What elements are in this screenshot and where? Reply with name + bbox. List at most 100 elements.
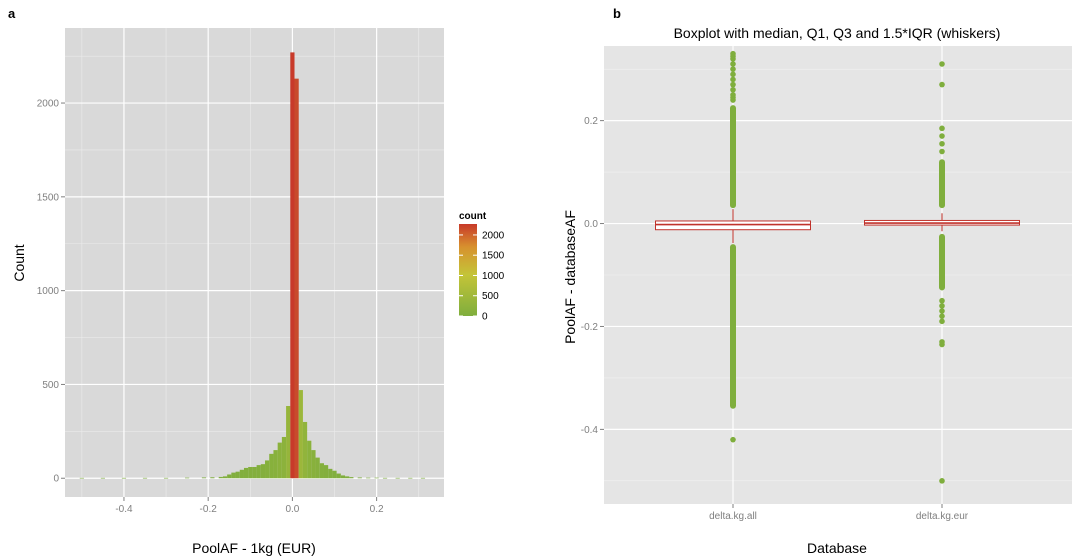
outlier-point	[730, 97, 736, 103]
histogram-bar	[315, 457, 320, 479]
outlier-point	[730, 86, 736, 93]
histogram-x-axis-title: PoolAF - 1kg (EUR)	[192, 540, 316, 556]
legend-tick-label: 2000	[482, 230, 505, 241]
legend-tick-label: 0	[482, 312, 488, 323]
outlier-point	[939, 308, 945, 314]
legend-tick-label: 500	[482, 291, 499, 302]
outlier-point	[939, 140, 945, 147]
x-tick-label: 0.0	[285, 504, 299, 515]
x-tick-label: 0.2	[370, 504, 384, 515]
boxplot-x-axis-title: Database	[807, 540, 867, 556]
histogram-bar	[265, 460, 270, 479]
histogram-bar	[243, 467, 249, 479]
boxplot-y-axis-title: PoolAF - databaseAF	[562, 210, 578, 344]
histogram-bar	[273, 450, 278, 479]
histogram-y-axis-title: Count	[11, 244, 27, 281]
y-tick-label: -0.4	[581, 425, 599, 436]
histogram-bar	[395, 477, 400, 479]
histogram-bar	[420, 477, 426, 479]
histogram-bar	[210, 477, 215, 479]
histogram-bar	[218, 476, 223, 479]
boxplot-boxes	[655, 50, 1020, 484]
outlier-point	[939, 318, 945, 325]
outlier-point	[730, 76, 736, 83]
legend-title: count	[459, 211, 487, 222]
outlier-point	[939, 303, 945, 309]
histogram-bars	[79, 52, 426, 479]
histogram-bar	[298, 390, 303, 479]
histogram-bar	[100, 477, 106, 479]
outlier-point	[939, 478, 945, 484]
histogram-bar	[319, 463, 324, 479]
outlier-cluster	[939, 233, 945, 291]
histogram-bar	[163, 477, 169, 479]
histogram-bar	[311, 450, 316, 479]
histogram-bar	[345, 476, 350, 479]
histogram-bar	[239, 469, 244, 479]
outlier-point	[939, 133, 945, 139]
boxplot-x-tick-labels: delta.kg.all delta.kg.eur	[709, 504, 969, 522]
histogram-bar	[374, 477, 379, 479]
histogram-x-tick-labels: -0.4 -0.2 0.0 0.2	[115, 497, 384, 515]
histogram-bar	[252, 466, 257, 479]
outlier-point	[730, 66, 736, 72]
outlier-point	[939, 61, 945, 67]
histogram-bar	[323, 465, 329, 479]
outlier-point	[939, 297, 945, 304]
histogram-panel: a -0.4 -0.2 0.0 0.2 0 500 1000 1500 2000 PoolAF…	[8, 6, 505, 556]
histogram-bar	[256, 465, 261, 479]
histogram-bar	[269, 453, 274, 479]
outlier-point	[939, 125, 945, 132]
histogram-bar	[222, 476, 228, 479]
histogram-bar	[201, 477, 207, 479]
histogram-bar	[302, 421, 308, 479]
outlier-point	[730, 71, 736, 78]
histogram-bar	[260, 464, 266, 479]
histogram-plot-background	[65, 28, 444, 497]
histogram-bar	[281, 436, 287, 479]
y-tick-label: 0.2	[584, 116, 598, 127]
x-tick-label: delta.kg.eur	[916, 511, 969, 522]
legend-tick-label: 1500	[482, 251, 505, 262]
y-tick-label: -0.2	[581, 322, 599, 333]
outlier-point	[939, 313, 945, 319]
outlier-point	[939, 341, 945, 348]
panel-a-letter: a	[8, 6, 16, 21]
histogram-bar	[248, 466, 253, 479]
panel-b-letter: b	[613, 6, 621, 21]
x-tick-label: -0.2	[200, 504, 218, 515]
histogram-bar	[307, 440, 312, 479]
y-tick-label: 1500	[37, 192, 60, 203]
outlier-point	[730, 436, 736, 443]
histogram-bar	[408, 477, 413, 479]
histogram-bar	[227, 474, 232, 479]
outlier-point	[730, 61, 736, 67]
histogram-bar	[366, 477, 371, 479]
y-tick-label: 2000	[37, 99, 60, 110]
boxplot-y-tick-labels: -0.4 -0.2 0.0 0.2	[581, 116, 604, 436]
histogram-bar	[185, 477, 190, 479]
y-tick-label: 0.0	[584, 219, 598, 230]
count-legend: count 2000 1500 1000 500 0	[459, 211, 505, 323]
histogram-bar	[336, 473, 341, 479]
y-tick-label: 0	[53, 474, 59, 485]
histogram-bar	[286, 406, 291, 479]
histogram-bar	[340, 475, 346, 479]
outlier-cluster	[730, 105, 736, 209]
legend-tick-label: 1000	[482, 271, 505, 282]
outlier-point	[730, 56, 736, 62]
legend-tick-labels: 2000 1500 1000 500 0	[459, 230, 505, 323]
histogram-bar	[277, 442, 282, 479]
histogram-bar	[290, 52, 295, 479]
histogram-bar	[328, 468, 333, 479]
legend-colorbar	[459, 224, 477, 316]
histogram-bar	[382, 477, 388, 479]
boxplot-title: Boxplot with median, Q1, Q3 and 1.5*IQR …	[674, 25, 1001, 41]
x-tick-label: -0.4	[115, 504, 133, 515]
histogram-y-tick-labels: 0 500 1000 1500 2000	[37, 99, 65, 485]
outlier-point	[939, 81, 945, 88]
boxplot-panel: b Boxplot with median, Q1, Q3 and 1.5*IQ…	[562, 6, 1072, 556]
y-tick-label: 1000	[37, 286, 60, 297]
histogram-bar	[231, 472, 236, 479]
